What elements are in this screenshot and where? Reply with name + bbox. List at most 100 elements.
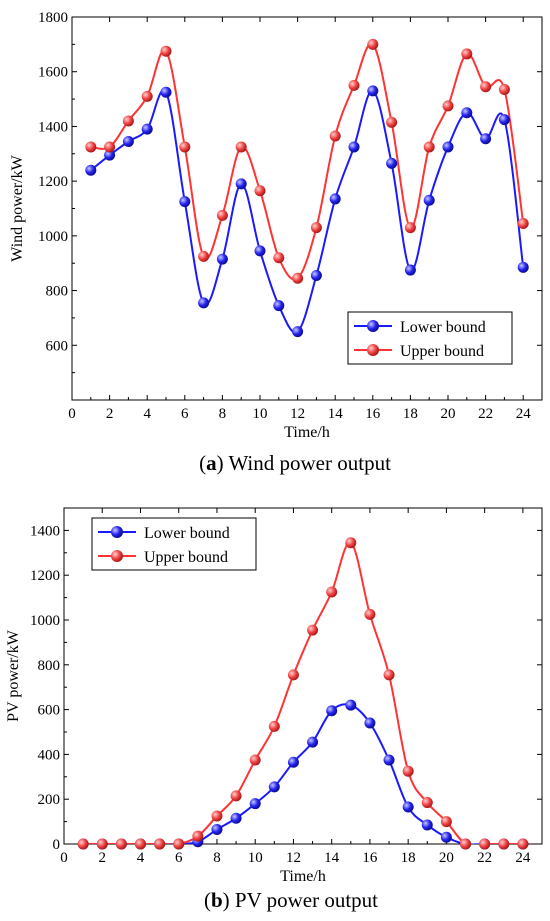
data-point (154, 838, 166, 850)
data-point (268, 720, 280, 732)
x-tick-label: 24 (515, 850, 531, 866)
data-point (160, 45, 172, 57)
series-line-1 (90, 42, 525, 281)
data-point (461, 48, 473, 60)
data-point (421, 797, 433, 809)
data-point (517, 261, 529, 273)
data-point (96, 838, 108, 850)
x-axis-title: Time/h (284, 424, 330, 441)
data-point (348, 79, 360, 91)
legend: Lower bound Upper bound (347, 311, 513, 365)
data-point (211, 810, 223, 822)
x-tick-label: 10 (248, 850, 263, 866)
data-point (421, 819, 433, 831)
x-tick-label: 0 (68, 406, 76, 422)
legend-label: Upper bound (400, 343, 484, 360)
data-point (307, 624, 319, 636)
x-tick-label: 4 (143, 406, 151, 422)
data-point (404, 222, 416, 234)
legend-label: Upper bound (144, 549, 228, 566)
legend-marker (367, 344, 379, 356)
chart-wind: 0 2 4 6 8 10 12 14 16 18 20 22 246008001000120014001… (9, 10, 543, 475)
data-point (141, 123, 153, 135)
x-tick-label: 14 (328, 406, 344, 422)
data-point (173, 838, 185, 850)
data-point (498, 114, 510, 126)
data-point (440, 831, 452, 843)
y-tick-label: 0 (53, 837, 61, 853)
data-point (85, 141, 97, 153)
x-tick-label: 18 (401, 850, 416, 866)
data-point (216, 253, 228, 265)
data-point (386, 116, 398, 128)
data-point (461, 107, 473, 119)
data-point (423, 194, 435, 206)
data-point (307, 736, 319, 748)
x-tick-label: 6 (181, 406, 189, 422)
data-point (134, 838, 146, 850)
y-tick-label: 800 (38, 658, 61, 674)
y-axis-title: PV power/kW (5, 629, 22, 722)
legend-label: Lower bound (400, 319, 486, 336)
data-point (517, 218, 529, 230)
x-tick-label: 2 (106, 406, 114, 422)
data-point (268, 781, 280, 793)
data-point (273, 252, 285, 264)
x-tick-label: 12 (286, 850, 301, 866)
y-tick-label: 1400 (38, 119, 68, 135)
data-point (85, 164, 97, 176)
y-tick-label: 1600 (38, 65, 68, 81)
x-tick-label: 12 (290, 406, 305, 422)
x-tick-label: 24 (516, 406, 532, 422)
y-tick-label: 1200 (38, 174, 68, 190)
y-tick-label: 1000 (30, 613, 60, 629)
data-point (141, 90, 153, 102)
data-point (348, 141, 360, 153)
y-tick-label: 1000 (38, 229, 68, 245)
data-point (104, 141, 116, 153)
x-tick-label: 18 (403, 406, 418, 422)
data-point (230, 812, 242, 824)
chart-caption: (a) Wind power output (199, 451, 391, 475)
data-point (480, 81, 492, 93)
x-tick-label: 16 (365, 406, 381, 422)
caption-letter: a (206, 451, 217, 475)
legend: Lower bound Upper bound (91, 517, 257, 571)
data-point (423, 141, 435, 153)
legend-marker (111, 550, 123, 562)
data-point (329, 193, 341, 205)
y-axis-title: Wind power/kW (9, 154, 26, 261)
data-point (292, 326, 304, 338)
data-point (235, 178, 247, 190)
x-tick-label: 22 (478, 406, 493, 422)
data-point (179, 141, 191, 153)
x-tick-label: 8 (213, 850, 221, 866)
y-tick-label: 800 (46, 284, 69, 300)
data-point (216, 209, 228, 221)
x-tick-label: 6 (175, 850, 183, 866)
y-tick-label: 1400 (30, 523, 60, 539)
data-point (345, 699, 357, 711)
data-point (460, 838, 472, 850)
data-point (115, 838, 127, 850)
data-point (273, 300, 285, 312)
data-point (235, 141, 247, 153)
x-tick-label: 0 (60, 850, 68, 866)
data-point (326, 705, 338, 717)
data-point (122, 115, 134, 127)
data-point (442, 100, 454, 112)
x-tick-label: 4 (137, 850, 145, 866)
data-point (287, 756, 299, 768)
caption-open: ( (204, 888, 211, 912)
data-point (367, 38, 379, 50)
data-point (310, 222, 322, 234)
data-point (77, 838, 89, 850)
caption-open: ( (199, 451, 206, 475)
data-point (442, 141, 454, 153)
chart-caption: (b) PV power output (204, 888, 378, 912)
caption-letter: b (211, 888, 223, 912)
data-point (192, 830, 204, 842)
x-tick-label: 16 (362, 850, 378, 866)
data-point (383, 754, 395, 766)
